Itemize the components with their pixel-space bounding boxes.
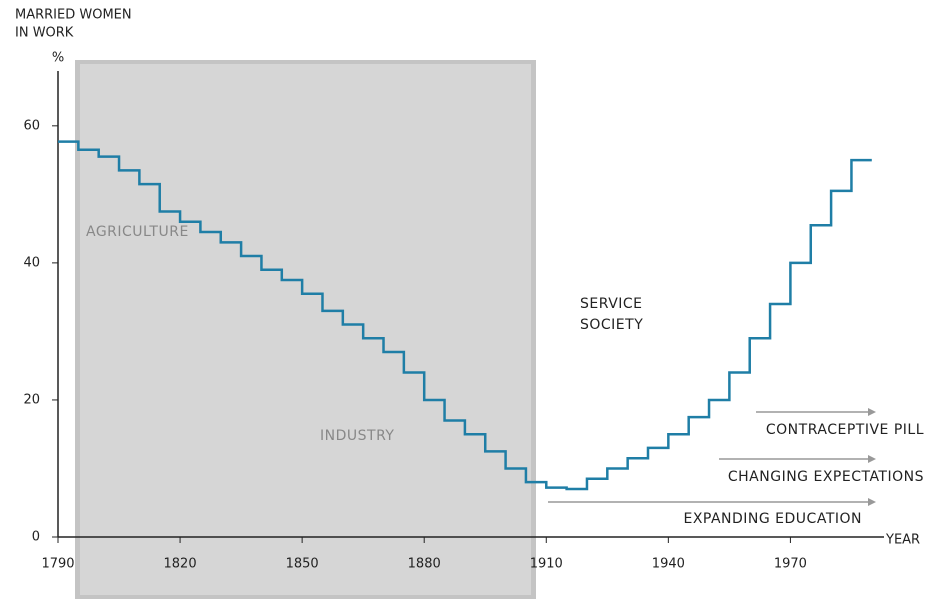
y-unit: % — [52, 51, 64, 66]
y-axis-title: MARRIED WOMEN — [15, 8, 132, 23]
x-tick-label: 1940 — [652, 557, 685, 572]
driver-label: CHANGING EXPECTATIONS — [728, 469, 924, 485]
y-tick-label: 60 — [23, 118, 40, 133]
x-tick-label: 1880 — [408, 557, 441, 572]
background-texture — [80, 64, 531, 595]
era-label: AGRICULTURE — [86, 224, 189, 240]
service-label: SERVICE — [580, 296, 643, 312]
y-tick-label: 40 — [23, 255, 40, 270]
x-tick-label: 1910 — [530, 557, 563, 572]
y-axis-title: IN WORK — [15, 26, 74, 41]
x-tick-label: 1850 — [286, 557, 319, 572]
x-axis-title: YEAR — [885, 533, 920, 548]
y-tick-label: 20 — [23, 392, 40, 407]
x-tick-label: 1970 — [774, 557, 807, 572]
y-tick-label: 0 — [32, 530, 40, 545]
x-tick-label: 1790 — [41, 557, 74, 572]
service-label: SOCIETY — [580, 317, 643, 333]
driver-arrowhead — [868, 498, 876, 506]
x-tick-label: 1820 — [164, 557, 197, 572]
era-label: INDUSTRY — [320, 428, 394, 444]
driver-label: CONTRACEPTIVE PILL — [766, 422, 924, 438]
step-line — [58, 140, 872, 491]
driver-arrowhead — [868, 455, 876, 463]
driver-arrowhead — [868, 408, 876, 416]
driver-label: EXPANDING EDUCATION — [683, 511, 862, 527]
